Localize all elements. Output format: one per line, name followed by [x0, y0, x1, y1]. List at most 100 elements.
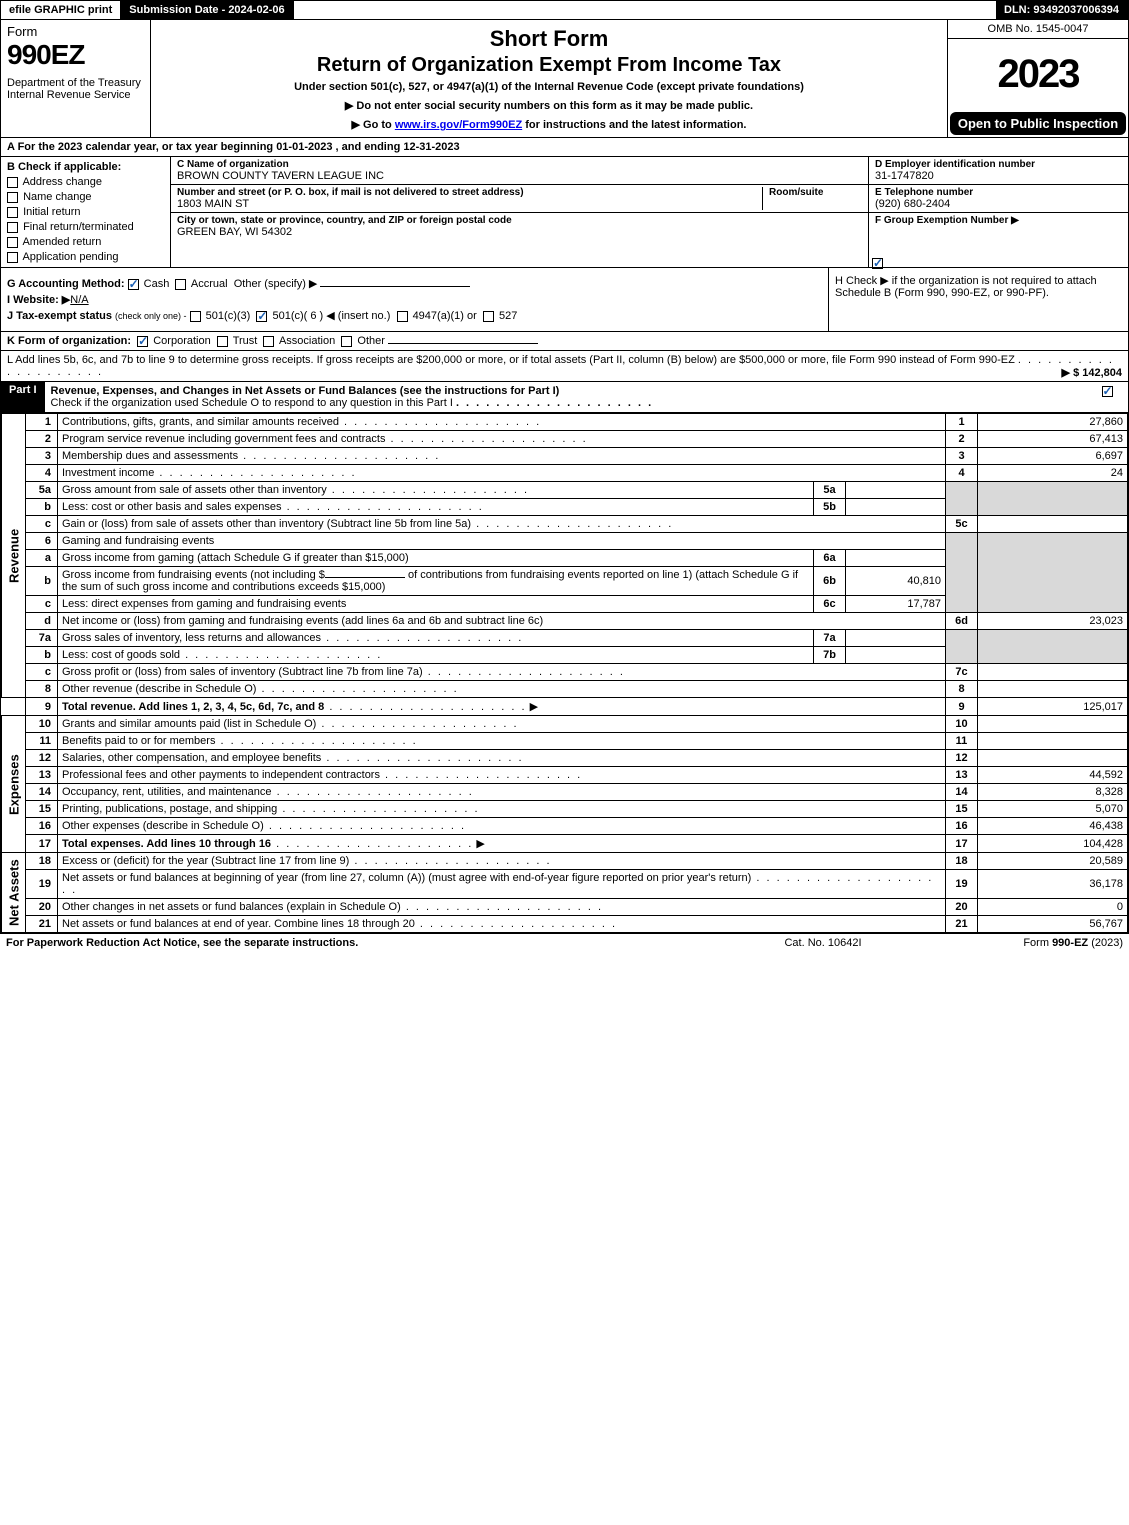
line-15: 15 Printing, publications, postage, and … — [2, 801, 1128, 818]
line-2: 2 Program service revenue including gove… — [2, 431, 1128, 448]
val-6c: 17,787 — [846, 596, 946, 613]
phone: (920) 680-2404 — [875, 198, 1122, 210]
col-b: B Check if applicable: Address change Na… — [1, 157, 171, 267]
val-1: 27,860 — [978, 414, 1128, 431]
form-ref: Form 990-EZ (2023) — [923, 937, 1123, 949]
room-label: Room/suite — [769, 187, 862, 198]
val-17: 104,428 — [978, 835, 1128, 853]
irs-link[interactable]: www.irs.gov/Form990EZ — [395, 119, 522, 131]
line-17: 17 Total expenses. Add lines 10 through … — [2, 835, 1128, 853]
dln: DLN: 93492037006394 — [996, 1, 1128, 19]
line-12: 12 Salaries, other compensation, and emp… — [2, 750, 1128, 767]
line-6d: d Net income or (loss) from gaming and f… — [2, 613, 1128, 630]
return-title: Return of Organization Exempt From Incom… — [161, 54, 937, 77]
line-7a: 7a Gross sales of inventory, less return… — [2, 630, 1128, 647]
chk-527[interactable] — [483, 311, 494, 322]
department: Department of the Treasury Internal Reve… — [7, 77, 144, 101]
line-14: 14 Occupancy, rent, utilities, and maint… — [2, 784, 1128, 801]
col-h: H Check ▶ if the organization is not req… — [828, 268, 1128, 331]
city-label: City or town, state or province, country… — [177, 215, 862, 226]
form-header: Form 990EZ Department of the Treasury In… — [1, 20, 1128, 138]
goto-pre: ▶ Go to — [352, 119, 395, 131]
line-4: 4 Investment income 4 24 — [2, 465, 1128, 482]
chk-final-return[interactable]: Final return/terminated — [7, 221, 164, 233]
j-tax-exempt: J Tax-exempt status (check only one) - 5… — [7, 309, 822, 322]
chk-4947[interactable] — [397, 311, 408, 322]
val-6b: 40,810 — [846, 567, 946, 596]
topbar: efile GRAPHIC print Submission Date - 20… — [0, 0, 1129, 20]
chk-pending[interactable]: Application pending — [7, 251, 164, 263]
g-accounting: G Accounting Method: Cash Accrual Other … — [7, 277, 822, 290]
i-website: I Website: ▶N/A — [7, 293, 822, 306]
page-footer: For Paperwork Reduction Act Notice, see … — [0, 934, 1129, 952]
f-label: F Group Exemption Number ▶ — [875, 215, 1122, 226]
vlabel-expenses: Expenses — [2, 716, 26, 853]
street: 1803 MAIN ST — [177, 198, 762, 210]
line-3: 3 Membership dues and assessments 3 6,69… — [2, 448, 1128, 465]
val-6d: 23,023 — [978, 613, 1128, 630]
ein: 31-1747820 — [875, 170, 1122, 182]
chk-h[interactable] — [872, 258, 883, 269]
val-16: 46,438 — [978, 818, 1128, 835]
chk-initial-return[interactable]: Initial return — [7, 206, 164, 218]
c-name-label: C Name of organization — [177, 159, 862, 170]
section-ghij: G Accounting Method: Cash Accrual Other … — [1, 268, 1128, 332]
org-name: BROWN COUNTY TAVERN LEAGUE INC — [177, 170, 862, 182]
val-13: 44,592 — [978, 767, 1128, 784]
chk-accrual[interactable] — [175, 279, 186, 290]
col-de: D Employer identification number 31-1747… — [868, 157, 1128, 267]
cat-no: Cat. No. 10642I — [723, 937, 923, 949]
vlabel-netassets: Net Assets — [2, 853, 26, 933]
line-10: Expenses 10 Grants and similar amounts p… — [2, 716, 1128, 733]
chk-schedule-o[interactable] — [1102, 386, 1113, 397]
chk-name-change[interactable]: Name change — [7, 191, 164, 203]
col-c: C Name of organization BROWN COUNTY TAVE… — [171, 157, 868, 267]
open-to-public: Open to Public Inspection — [950, 112, 1126, 135]
b-label: B Check if applicable: — [7, 161, 164, 173]
chk-cash[interactable] — [128, 279, 139, 290]
submission-date: Submission Date - 2024-02-06 — [121, 1, 293, 19]
chk-501c[interactable] — [256, 311, 267, 322]
val-9: 125,017 — [978, 698, 1128, 716]
part1-label: Part I — [1, 382, 45, 412]
val-3: 6,697 — [978, 448, 1128, 465]
line-21: 21 Net assets or fund balances at end of… — [2, 916, 1128, 933]
val-19: 36,178 — [978, 870, 1128, 899]
line-19: 19 Net assets or fund balances at beginn… — [2, 870, 1128, 899]
part1-header: Part I Revenue, Expenses, and Changes in… — [1, 382, 1128, 413]
form-id-block: Form 990EZ Department of the Treasury In… — [1, 20, 151, 137]
efile-print-button[interactable]: efile GRAPHIC print — [1, 1, 121, 19]
subtitle: Under section 501(c), 527, or 4947(a)(1)… — [161, 81, 937, 93]
line-9: 9 Total revenue. Add lines 1, 2, 3, 4, 5… — [2, 698, 1128, 716]
chk-assoc[interactable] — [263, 336, 274, 347]
val-14: 8,328 — [978, 784, 1128, 801]
chk-corp[interactable] — [137, 336, 148, 347]
form-number: 990EZ — [7, 39, 144, 71]
line-11: 11 Benefits paid to or for members 11 — [2, 733, 1128, 750]
section-bcdef: B Check if applicable: Address change Na… — [1, 157, 1128, 268]
val-15: 5,070 — [978, 801, 1128, 818]
form-word: Form — [7, 24, 144, 39]
part1-table: Revenue 1 Contributions, gifts, grants, … — [1, 413, 1128, 933]
col-gij: G Accounting Method: Cash Accrual Other … — [1, 268, 828, 331]
line-13: 13 Professional fees and other payments … — [2, 767, 1128, 784]
line-8: 8 Other revenue (describe in Schedule O)… — [2, 681, 1128, 698]
val-21: 56,767 — [978, 916, 1128, 933]
row-k: K Form of organization: Corporation Trus… — [1, 332, 1128, 351]
val-18: 20,589 — [978, 853, 1128, 870]
tax-year: 2023 — [948, 39, 1128, 110]
header-right: OMB No. 1545-0047 2023 Open to Public In… — [948, 20, 1128, 137]
line-1: Revenue 1 Contributions, gifts, grants, … — [2, 414, 1128, 431]
paperwork-notice: For Paperwork Reduction Act Notice, see … — [6, 937, 723, 949]
chk-other[interactable] — [341, 336, 352, 347]
val-4: 24 — [978, 465, 1128, 482]
chk-trust[interactable] — [217, 336, 228, 347]
chk-address-change[interactable]: Address change — [7, 176, 164, 188]
line-6: 6 Gaming and fundraising events — [2, 533, 1128, 550]
form-body: Form 990EZ Department of the Treasury In… — [0, 20, 1129, 934]
ssn-warning: ▶ Do not enter social security numbers o… — [161, 99, 937, 112]
city: GREEN BAY, WI 54302 — [177, 226, 862, 238]
row-a-tax-year: A For the 2023 calendar year, or tax yea… — [1, 138, 1128, 157]
chk-amended[interactable]: Amended return — [7, 236, 164, 248]
chk-501c3[interactable] — [190, 311, 201, 322]
